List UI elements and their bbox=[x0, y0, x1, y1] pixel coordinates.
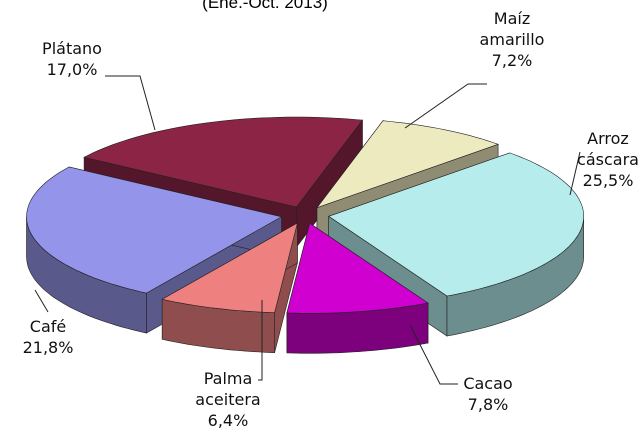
value-label: 6,4% bbox=[207, 411, 249, 430]
value-label: 17,0% bbox=[46, 60, 98, 79]
slice-label: Palma aceitera 6,4% bbox=[195, 368, 260, 431]
category-label: Maíz amarillo bbox=[479, 9, 545, 49]
leader-line bbox=[569, 151, 581, 196]
slice-top bbox=[286, 222, 429, 314]
category-label: Palma aceitera bbox=[195, 369, 261, 409]
category-label: Plátano bbox=[42, 39, 102, 58]
value-label: 7,2% bbox=[491, 51, 533, 70]
leader-line bbox=[105, 75, 156, 131]
slice-label: Cacao 7,8% bbox=[463, 373, 512, 415]
slice-top bbox=[83, 116, 364, 208]
leader-line bbox=[258, 300, 263, 381]
leader-line bbox=[409, 324, 458, 385]
slice bbox=[286, 222, 429, 354]
value-label: 7,8% bbox=[467, 395, 509, 414]
slice-label: Café 21,8% bbox=[23, 316, 74, 358]
slice-label: Arroz cáscara 25,5% bbox=[577, 128, 639, 191]
slice bbox=[161, 222, 298, 354]
slice-label: Plátano 17,0% bbox=[42, 38, 102, 80]
slice-top bbox=[26, 166, 283, 294]
leader-line bbox=[404, 83, 487, 129]
chart-subtitle: (Ene.-Oct. 2013) bbox=[202, 0, 328, 12]
value-label: 21,8% bbox=[22, 338, 74, 357]
category-label: Arroz cáscara bbox=[577, 129, 639, 169]
category-label: Café bbox=[29, 317, 67, 336]
value-label: 25,5% bbox=[582, 171, 634, 190]
category-label: Cacao bbox=[463, 374, 513, 393]
slice-top bbox=[161, 222, 298, 314]
slice-label: Maíz amarillo 7,2% bbox=[480, 8, 545, 71]
leader-line bbox=[34, 289, 49, 313]
slice-top bbox=[328, 152, 584, 297]
slice-top bbox=[316, 120, 500, 209]
